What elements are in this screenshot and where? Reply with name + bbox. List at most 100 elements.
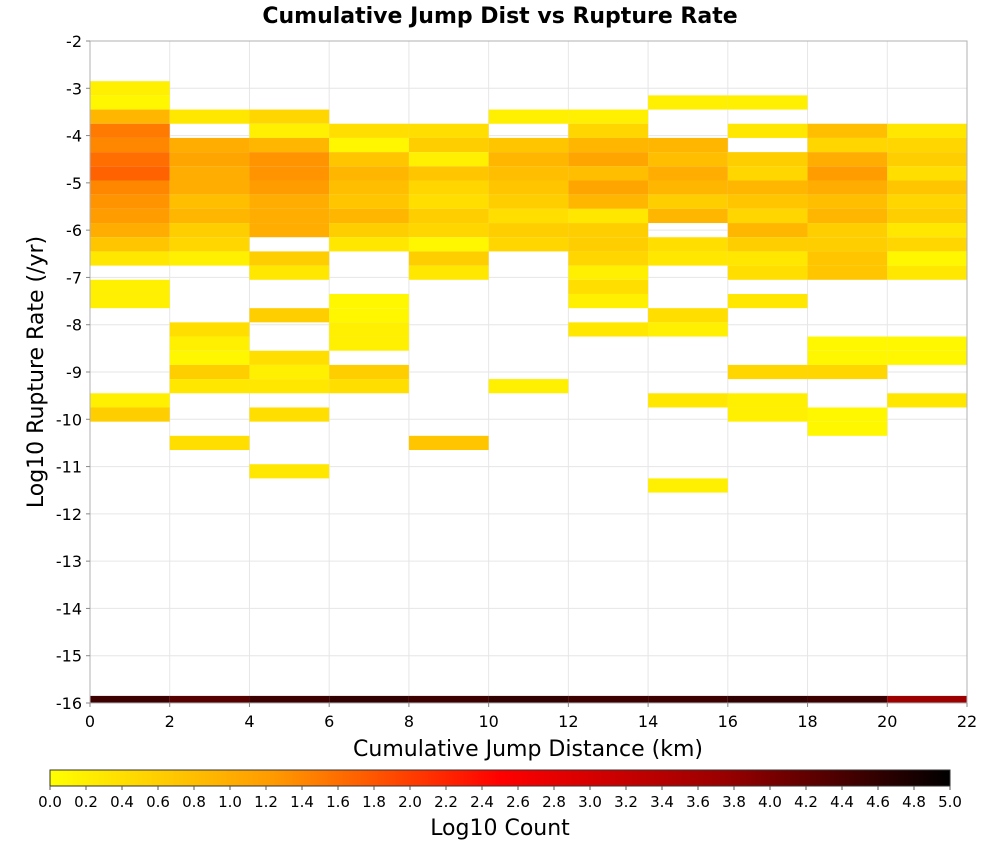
heatmap-cell [408, 123, 489, 138]
heatmap-cell [90, 166, 170, 181]
heatmap-cell [329, 379, 409, 394]
heatmap-cell [568, 123, 649, 138]
heatmap-cell [807, 180, 888, 195]
heatmap-cell [408, 137, 489, 153]
heatmap-cell [329, 308, 409, 323]
heatmap-cell [488, 208, 569, 224]
y-tick-label: -15 [56, 647, 82, 666]
colorbar-tick-label: 0.6 [146, 793, 170, 811]
heatmap-cell [807, 251, 888, 266]
heatmap-cell [887, 194, 967, 209]
heatmap-cell [887, 251, 967, 266]
colorbar-tick-label: 2.6 [506, 793, 530, 811]
heatmap-cell [408, 223, 489, 238]
heatmap-cell [90, 393, 170, 408]
heatmap-cell [249, 166, 330, 181]
heatmap-cell [488, 223, 569, 238]
colorbar-tick-label: 2.0 [398, 793, 422, 811]
heatmap-cell [408, 265, 489, 280]
heatmap-cell [488, 194, 569, 209]
y-tick-label: -13 [56, 552, 82, 571]
heatmap-cell [249, 695, 330, 703]
heatmap-cell [727, 407, 808, 422]
heatmap-cell [568, 180, 649, 195]
heatmap-cell [169, 223, 250, 238]
y-tick-label: -12 [56, 505, 82, 524]
heatmap-cell [648, 166, 728, 181]
heatmap-cell [488, 137, 569, 153]
heatmap-cell [249, 180, 330, 195]
heatmap-cell [727, 194, 808, 209]
heatmap-cell [648, 137, 728, 153]
heatmap-cell [249, 109, 330, 124]
heatmap-cell [807, 194, 888, 209]
colorbar-tick-label: 1.0 [218, 793, 242, 811]
y-tick-label: -10 [56, 410, 82, 429]
y-tick-label: -5 [66, 174, 82, 193]
heatmap-cell [727, 123, 808, 138]
y-tick-label: -6 [66, 221, 82, 240]
heatmap-cell [169, 435, 250, 451]
colorbar-ticks: 0.0 0.2 0.4 0.6 0.8 1.0 1.2 1.4 1.6 1.8 2.0 2.2 2.4 2… [38, 786, 962, 811]
heatmap-cell [648, 478, 728, 493]
colorbar-tick-label: 3.2 [614, 793, 638, 811]
heatmap-cell [887, 123, 967, 138]
heatmap-cell [329, 208, 409, 224]
heatmap-cell [408, 166, 489, 181]
colorbar-label: Log10 Count [430, 816, 570, 841]
heatmap-cell [568, 152, 649, 167]
y-tick-label: -8 [66, 316, 82, 335]
heatmap-cell [727, 166, 808, 181]
heatmap-cell [90, 152, 170, 167]
heatmap-cell [249, 194, 330, 209]
heatmap-cell [807, 223, 888, 238]
heatmap-cell [488, 109, 569, 124]
heatmap-cell [169, 152, 250, 167]
heatmap-cell [887, 180, 967, 195]
heatmap-cell [329, 166, 409, 181]
heatmap-cell [169, 180, 250, 195]
heatmap-cell [249, 265, 330, 280]
heatmap-cell [887, 393, 967, 408]
heatmap-cell [648, 237, 728, 252]
heatmap-cell [90, 180, 170, 195]
heatmap-cell [90, 81, 170, 96]
heatmap-cell [329, 364, 409, 380]
heatmap-cell [807, 407, 888, 422]
heatmap-cell [169, 695, 250, 703]
heatmap-cell [90, 194, 170, 209]
heatmap-cell [249, 407, 330, 422]
heatmap-cells [90, 81, 967, 703]
heatmap-cell [329, 194, 409, 209]
colorbar-tick-label: 4.2 [794, 793, 818, 811]
heatmap-cell [488, 152, 569, 167]
heatmap-cell [169, 251, 250, 266]
heatmap-cell [727, 223, 808, 238]
colorbar-tick-label: 3.8 [722, 793, 746, 811]
heatmap-cell [169, 109, 250, 124]
y-tick-label: -7 [66, 268, 82, 287]
heatmap-cell [169, 166, 250, 181]
heatmap-cell [568, 265, 649, 280]
y-tick-label: -2 [66, 32, 82, 51]
heatmap-cell [727, 393, 808, 408]
colorbar-tick-label: 5.0 [938, 793, 962, 811]
heatmap-cell [807, 208, 888, 224]
heatmap-cell [568, 194, 649, 209]
heatmap-cell [408, 237, 489, 252]
heatmap-cell [408, 194, 489, 209]
heatmap-cell [727, 237, 808, 252]
colorbar-tick-label: 1.4 [290, 793, 314, 811]
heatmap-cell [648, 251, 728, 266]
x-tick-label: 14 [638, 712, 658, 731]
heatmap-cell [408, 152, 489, 167]
colorbar-tick-label: 0.8 [182, 793, 206, 811]
x-tick-label: 22 [957, 712, 977, 731]
heatmap-cell [90, 279, 170, 294]
heatmap-cell [329, 237, 409, 252]
colorbar-tick-label: 2.4 [470, 793, 494, 811]
heatmap-cell [807, 237, 888, 252]
heatmap-cell [807, 137, 888, 153]
heatmap-cell [648, 393, 728, 408]
heatmap-cell [648, 194, 728, 209]
